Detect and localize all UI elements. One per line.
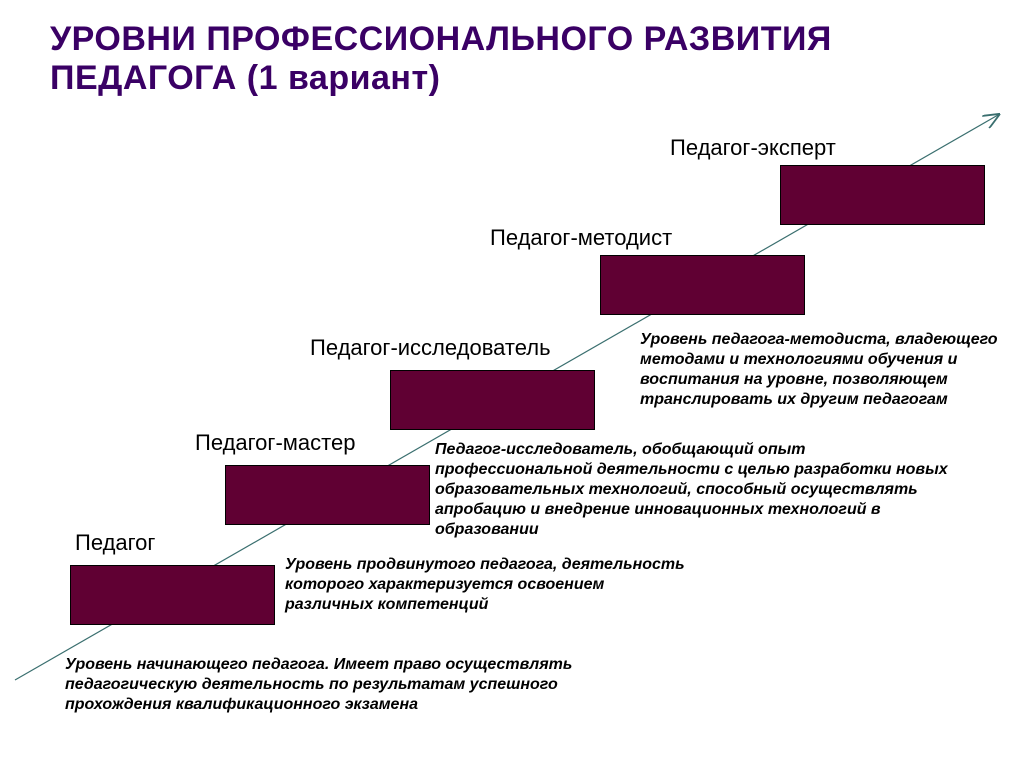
step-box-2 <box>225 465 430 525</box>
step-label-5: Педагог-эксперт <box>670 135 836 161</box>
page-title: УРОВНИ ПРОФЕССИОНАЛЬНОГО РАЗВИТИЯ ПЕДАГО… <box>50 20 950 98</box>
step-box-5 <box>780 165 985 225</box>
step-label-2: Педагог-мастер <box>195 430 355 456</box>
step-label-1: Педагог <box>75 530 155 556</box>
step-desc-3: Педагог-исследователь, обобщающий опыт п… <box>435 440 965 540</box>
step-box-3 <box>390 370 595 430</box>
step-desc-4: Уровень педагога-методиста, владеющего м… <box>640 330 1000 410</box>
step-box-1 <box>70 565 275 625</box>
step-label-3: Педагог-исследователь <box>310 335 551 361</box>
step-box-4 <box>600 255 805 315</box>
step-desc-2: Уровень продвинутого педагога, деятельно… <box>285 555 685 615</box>
diagram-stage: УРОВНИ ПРОФЕССИОНАЛЬНОГО РАЗВИТИЯ ПЕДАГО… <box>0 0 1024 767</box>
step-desc-1: Уровень начинающего педагога. Имеет прав… <box>65 655 595 715</box>
step-label-4: Педагог-методист <box>490 225 672 251</box>
